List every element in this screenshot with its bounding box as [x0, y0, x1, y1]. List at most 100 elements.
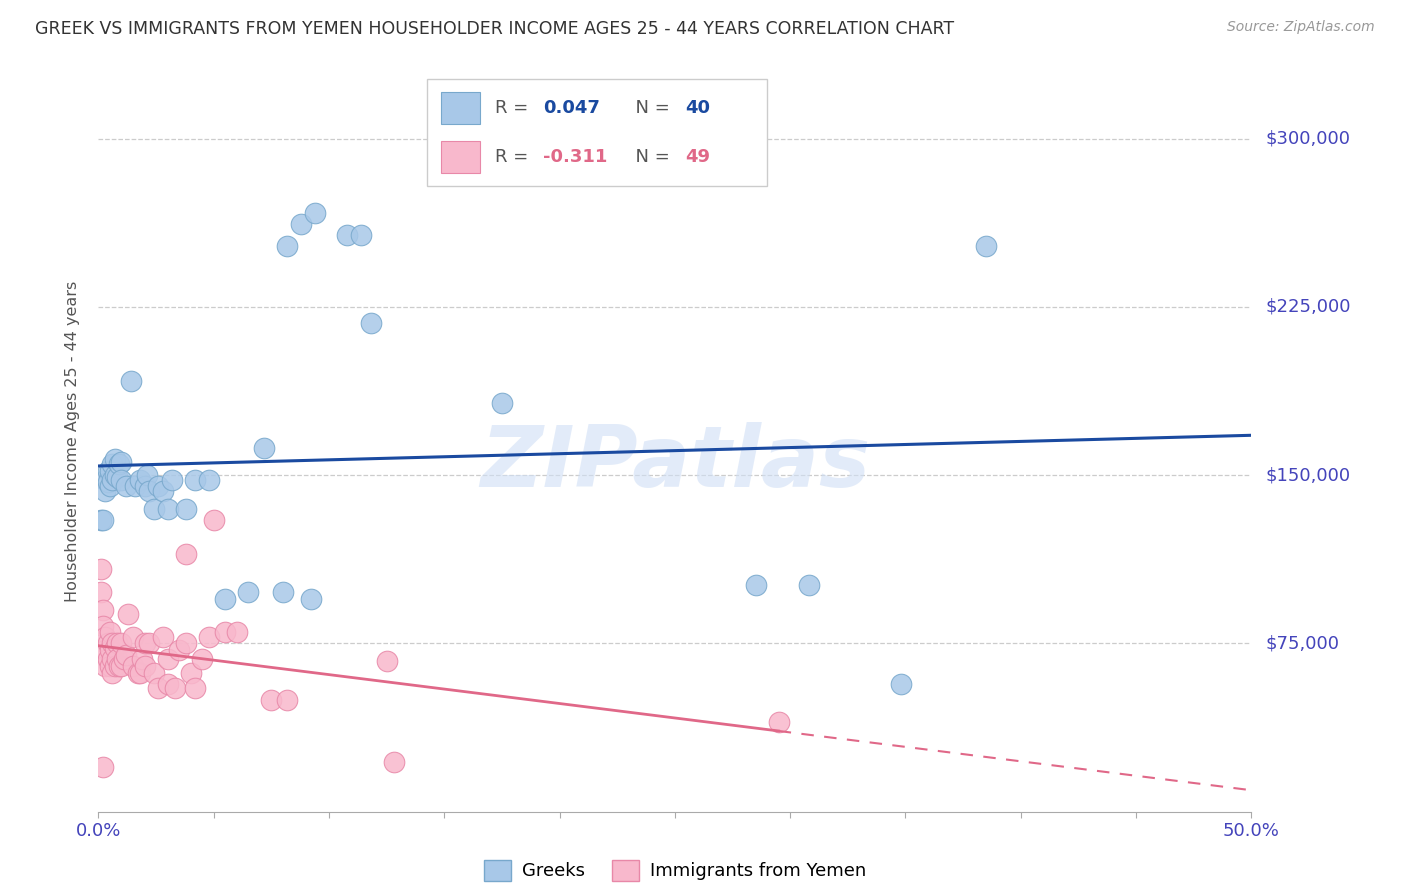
Text: Source: ZipAtlas.com: Source: ZipAtlas.com	[1227, 20, 1375, 34]
Point	[180, 665, 202, 680]
Point	[97, 636, 120, 650]
Text: $300,000: $300,000	[1265, 129, 1350, 148]
Point	[198, 473, 221, 487]
Point	[103, 659, 125, 673]
Point	[103, 452, 125, 467]
Point	[97, 475, 120, 489]
Point	[148, 681, 170, 696]
Point	[797, 578, 820, 592]
Point	[156, 501, 179, 516]
Point	[94, 630, 117, 644]
Y-axis label: Householder Income Ages 25 - 44 years: Householder Income Ages 25 - 44 years	[65, 281, 80, 602]
Point	[152, 630, 174, 644]
Point	[103, 468, 125, 483]
Point	[890, 677, 912, 691]
Point	[174, 636, 197, 650]
Point	[105, 470, 128, 484]
Point	[167, 643, 190, 657]
Point	[271, 585, 294, 599]
Point	[110, 455, 132, 469]
Point	[108, 457, 131, 471]
Point	[101, 652, 124, 666]
Legend: Greeks, Immigrants from Yemen: Greeks, Immigrants from Yemen	[477, 853, 873, 888]
Point	[156, 652, 179, 666]
Point	[110, 473, 132, 487]
Point	[276, 239, 298, 253]
Point	[122, 659, 145, 673]
Point	[304, 205, 326, 219]
Point	[127, 665, 149, 680]
Point	[163, 681, 186, 696]
Point	[142, 665, 165, 680]
Point	[174, 501, 197, 516]
Point	[120, 374, 142, 388]
Point	[160, 473, 183, 487]
Point	[375, 654, 398, 668]
Point	[276, 692, 298, 706]
Point	[142, 501, 165, 516]
Point	[91, 603, 114, 617]
Point	[974, 239, 997, 253]
Point	[138, 636, 160, 650]
Text: $225,000: $225,000	[1265, 298, 1351, 316]
Point	[122, 630, 145, 644]
Point	[148, 479, 170, 493]
Point	[101, 457, 124, 471]
Point	[94, 473, 117, 487]
Point	[90, 562, 112, 576]
Point	[101, 636, 124, 650]
Point	[214, 625, 236, 640]
Point	[115, 479, 138, 493]
Point	[105, 652, 128, 666]
Point	[101, 473, 124, 487]
Point	[184, 473, 207, 487]
Point	[105, 636, 128, 650]
Point	[108, 659, 131, 673]
Point	[115, 648, 138, 662]
Point	[184, 681, 207, 696]
Point	[90, 513, 112, 527]
Point	[491, 396, 513, 410]
Point	[110, 636, 132, 650]
Point	[103, 640, 125, 655]
Point	[768, 714, 790, 729]
Point	[91, 760, 114, 774]
Point	[350, 228, 373, 243]
Point	[191, 652, 214, 666]
Point	[134, 479, 156, 493]
Point	[97, 652, 120, 666]
Point	[101, 665, 124, 680]
Point	[135, 468, 157, 483]
Point	[98, 625, 121, 640]
Point	[225, 625, 247, 640]
Point	[360, 316, 382, 330]
Point	[134, 659, 156, 673]
Point	[744, 578, 766, 592]
Point	[94, 643, 117, 657]
Point	[94, 483, 117, 498]
Point	[174, 547, 197, 561]
Point	[138, 483, 160, 498]
Text: ZIPatlas: ZIPatlas	[479, 422, 870, 505]
Point	[198, 630, 221, 644]
Point	[156, 677, 179, 691]
Point	[202, 513, 225, 527]
Point	[253, 442, 276, 456]
Point	[382, 756, 405, 770]
Point	[134, 636, 156, 650]
Point	[98, 464, 121, 478]
Point	[260, 692, 283, 706]
Point	[214, 591, 236, 606]
Point	[299, 591, 322, 606]
Point	[290, 217, 312, 231]
Point	[112, 652, 135, 666]
Point	[94, 659, 117, 673]
Point	[98, 643, 121, 657]
Point	[129, 665, 152, 680]
Point	[152, 483, 174, 498]
Point	[117, 607, 139, 622]
Point	[110, 659, 132, 673]
Point	[131, 652, 153, 666]
Point	[97, 464, 120, 478]
Point	[91, 618, 114, 632]
